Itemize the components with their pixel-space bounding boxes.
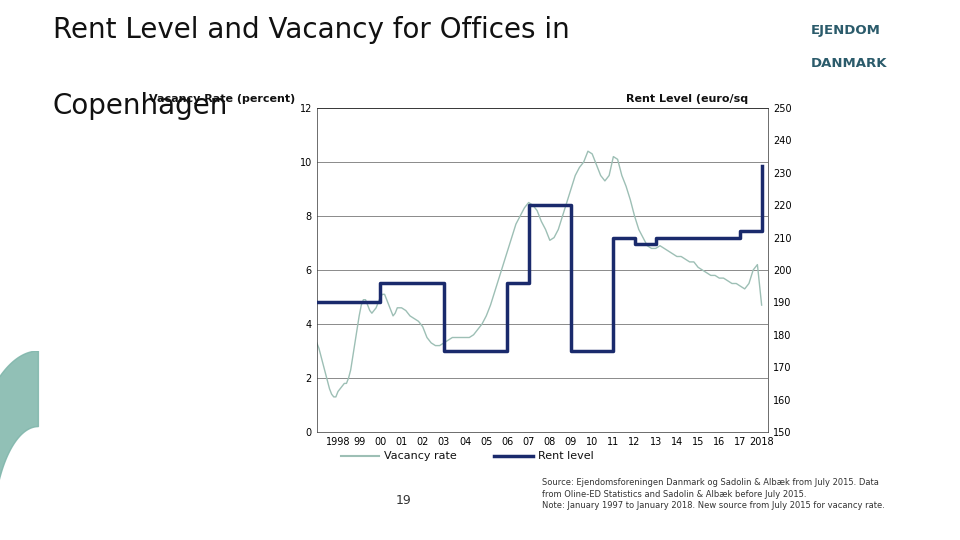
Text: Source: Ejendomsforeningen Danmark og Sadolin & Albæk from July 2015. Data
from : Source: Ejendomsforeningen Danmark og Sa… [542,478,885,510]
Text: Vacancy rate: Vacancy rate [384,451,457,461]
Polygon shape [0,351,38,540]
Text: EJENDOM: EJENDOM [811,24,881,37]
Text: Rent level: Rent level [538,451,593,461]
Text: DANMARK: DANMARK [811,57,888,70]
Text: Copenhagen: Copenhagen [53,92,228,120]
Text: Rent Level (euro/sq: Rent Level (euro/sq [626,94,748,105]
Text: 19: 19 [396,494,411,507]
Text: Vacancy Rate (percent): Vacancy Rate (percent) [149,94,295,105]
Text: Rent Level and Vacancy for Offices in: Rent Level and Vacancy for Offices in [53,16,569,44]
